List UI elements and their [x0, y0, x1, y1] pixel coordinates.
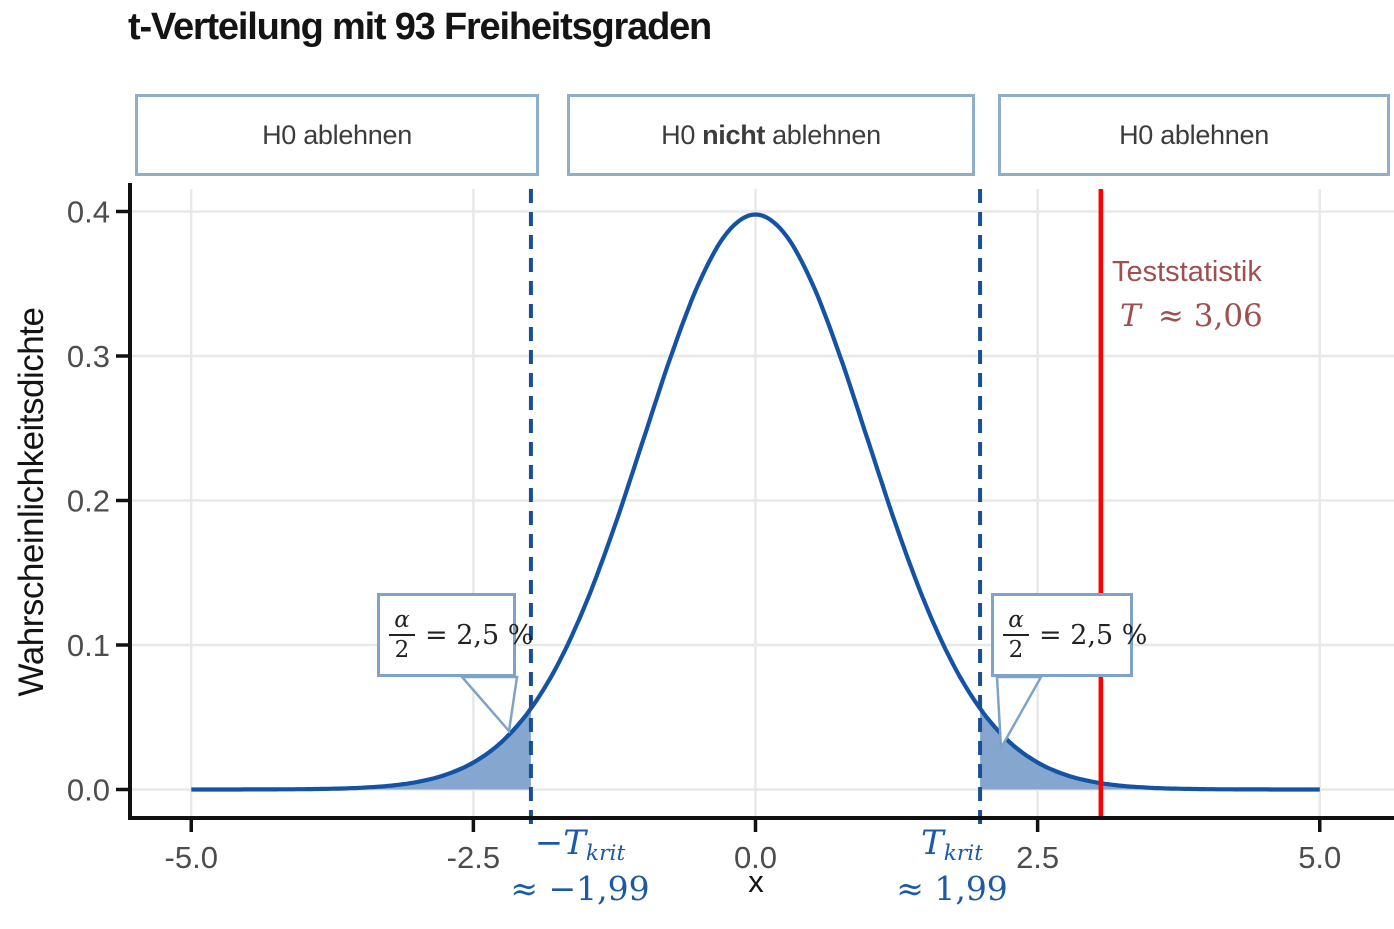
x-tick-label: 0.0	[734, 840, 777, 875]
decision-box-label-bold: nicht	[702, 119, 766, 150]
rejection-tail-area	[191, 708, 531, 790]
decision-box-label-prefix: H0	[661, 119, 696, 150]
x-tick-label: 2.5	[1016, 840, 1059, 875]
fraction-bar	[1003, 634, 1029, 636]
decision-box-label: H0 ablehnen	[262, 119, 412, 150]
x-tick-label: 5.0	[1298, 840, 1341, 875]
test-statistic-title: Teststatistik	[1112, 256, 1262, 288]
y-tick-label: 0.1	[67, 628, 110, 663]
alpha-callout-right: α 2 = 2,5 %	[991, 593, 1147, 677]
alpha-callout-left: α 2 = 2,5 %	[377, 593, 533, 677]
fraction-bar	[389, 634, 415, 636]
decision-box-reject-right: H0 ablehnen	[998, 94, 1390, 176]
critical-value: ≈ 1,99	[896, 868, 1008, 908]
alpha-symbol: α	[1008, 606, 1024, 633]
decision-box-not-reject: H0 nicht ablehnen	[567, 94, 975, 176]
test-statistic-annotation: Teststatistik T ≈ 3,06	[1112, 256, 1263, 334]
alpha-fraction: α 2	[1003, 608, 1029, 662]
x-tick-label: -5.0	[165, 840, 218, 875]
critical-value: ≈ −1,99	[510, 868, 650, 908]
rejection-tail-area	[980, 708, 1320, 790]
critical-value-label-right: Tkrit ≈ 1,99	[872, 822, 1032, 910]
decision-box-label: H0 ablehnen	[1119, 119, 1269, 150]
alpha-symbol: α	[394, 606, 410, 633]
decision-box-label-suffix: ablehnen	[772, 119, 881, 150]
y-tick-label: 0.0	[67, 773, 110, 808]
critical-symbol: −Tkrit	[534, 823, 626, 867]
y-axis-title: Wahrscheinlichkeitsdichte	[12, 307, 51, 697]
critical-value-label-left: −Tkrit ≈ −1,99	[500, 822, 660, 910]
y-tick-label: 0.3	[67, 339, 110, 374]
x-axis-title: x	[748, 864, 764, 899]
decision-box-reject-left: H0 ablehnen	[135, 94, 539, 176]
x-tick-label: -2.5	[447, 840, 500, 875]
critical-symbol: Tkrit	[921, 823, 983, 867]
test-statistic-value: T ≈ 3,06	[1120, 298, 1263, 334]
callout-leader-right	[995, 675, 1044, 753]
y-tick-label: 0.2	[67, 484, 110, 519]
alpha-fraction: α 2	[389, 608, 415, 662]
y-tick-label: 0.4	[67, 195, 110, 230]
page-title: t-Verteilung mit 93 Freiheitsgraden	[128, 6, 712, 48]
callout-leader-left	[459, 675, 519, 734]
alpha-value: = 2,5 %	[425, 619, 534, 651]
density-curve	[191, 212, 1320, 792]
alpha-value: = 2,5 %	[1039, 619, 1148, 651]
